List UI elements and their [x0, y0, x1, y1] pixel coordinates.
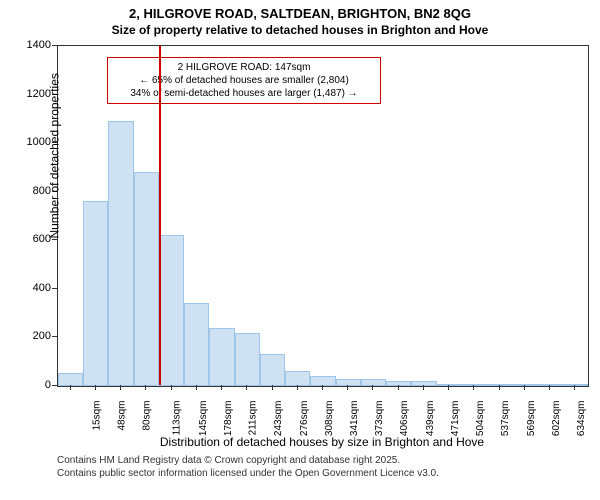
- x-tick-label: 602sqm: [551, 401, 562, 437]
- histogram-bar: [108, 121, 133, 386]
- x-tick: [221, 385, 222, 390]
- histogram-bar: [285, 371, 310, 386]
- y-tick: [52, 336, 57, 337]
- y-tick: [52, 385, 57, 386]
- histogram-bar: [83, 201, 108, 386]
- x-tick-label: 569sqm: [526, 401, 537, 437]
- histogram-bar: [209, 328, 234, 386]
- footer-line2: Contains public sector information licen…: [57, 468, 439, 479]
- x-tick-label: 537sqm: [501, 401, 512, 437]
- histogram-bar: [512, 384, 537, 386]
- x-tick: [95, 385, 96, 390]
- x-tick-label: 113sqm: [172, 401, 183, 436]
- y-tick: [52, 239, 57, 240]
- histogram-bar: [386, 381, 411, 386]
- y-tick-label: 0: [0, 379, 51, 391]
- x-tick-label: 276sqm: [299, 401, 310, 437]
- histogram-bar: [159, 235, 184, 386]
- x-tick-label: 243sqm: [273, 401, 284, 437]
- histogram-bar: [235, 333, 260, 386]
- annotation-line1: 2 HILGROVE ROAD: 147sqm: [114, 61, 374, 74]
- x-tick: [549, 385, 550, 390]
- y-tick-label: 1200: [0, 88, 51, 100]
- x-tick: [398, 385, 399, 390]
- histogram-bar: [487, 384, 512, 386]
- x-tick: [574, 385, 575, 390]
- x-tick-label: 373sqm: [374, 401, 385, 437]
- x-tick: [372, 385, 373, 390]
- x-tick-label: 80sqm: [142, 401, 153, 431]
- x-tick-label: 308sqm: [324, 401, 335, 437]
- histogram-bar: [260, 354, 285, 386]
- x-tick: [448, 385, 449, 390]
- y-tick-label: 600: [0, 233, 51, 245]
- x-tick-label: 406sqm: [400, 401, 411, 437]
- x-tick-label: 341sqm: [349, 401, 360, 437]
- x-tick: [524, 385, 525, 390]
- x-tick: [473, 385, 474, 390]
- chart-container: 2, HILGROVE ROAD, SALTDEAN, BRIGHTON, BN…: [0, 0, 600, 500]
- x-tick-label: 471sqm: [450, 401, 461, 437]
- x-axis-label: Distribution of detached houses by size …: [57, 435, 587, 449]
- footer-line1: Contains HM Land Registry data © Crown c…: [57, 455, 400, 466]
- x-tick: [70, 385, 71, 390]
- histogram-bar: [184, 303, 209, 386]
- x-tick-label: 211sqm: [247, 401, 258, 436]
- x-tick-label: 504sqm: [475, 401, 486, 437]
- y-tick: [52, 45, 57, 46]
- chart-subtitle: Size of property relative to detached ho…: [0, 21, 600, 37]
- x-tick: [297, 385, 298, 390]
- x-tick-label: 178sqm: [223, 401, 234, 437]
- x-tick: [145, 385, 146, 390]
- y-tick-label: 1000: [0, 136, 51, 148]
- histogram-bar: [411, 381, 436, 386]
- x-tick: [120, 385, 121, 390]
- x-tick: [246, 385, 247, 390]
- annotation-line2: ← 65% of detached houses are smaller (2,…: [114, 74, 374, 87]
- x-tick-label: 634sqm: [576, 401, 587, 437]
- annotation-line3: 34% of semi-detached houses are larger (…: [114, 87, 374, 100]
- y-tick-label: 200: [0, 330, 51, 342]
- y-tick-label: 400: [0, 282, 51, 294]
- x-tick: [499, 385, 500, 390]
- annotation-box: 2 HILGROVE ROAD: 147sqm ← 65% of detache…: [107, 57, 381, 104]
- y-tick-label: 800: [0, 185, 51, 197]
- chart-title: 2, HILGROVE ROAD, SALTDEAN, BRIGHTON, BN…: [0, 0, 600, 21]
- x-tick: [171, 385, 172, 390]
- marker-line: [159, 45, 161, 385]
- y-tick-label: 1400: [0, 39, 51, 51]
- y-axis-label: Number of detached properties: [48, 73, 62, 238]
- histogram-bar: [134, 172, 159, 386]
- x-tick: [196, 385, 197, 390]
- y-tick: [52, 288, 57, 289]
- x-tick: [322, 385, 323, 390]
- x-tick: [347, 385, 348, 390]
- x-tick-label: 439sqm: [425, 401, 436, 437]
- x-tick-label: 48sqm: [116, 401, 127, 431]
- x-tick: [423, 385, 424, 390]
- histogram-bar: [58, 373, 83, 386]
- x-tick-label: 145sqm: [198, 401, 209, 437]
- x-tick-label: 15sqm: [91, 401, 102, 431]
- x-tick: [272, 385, 273, 390]
